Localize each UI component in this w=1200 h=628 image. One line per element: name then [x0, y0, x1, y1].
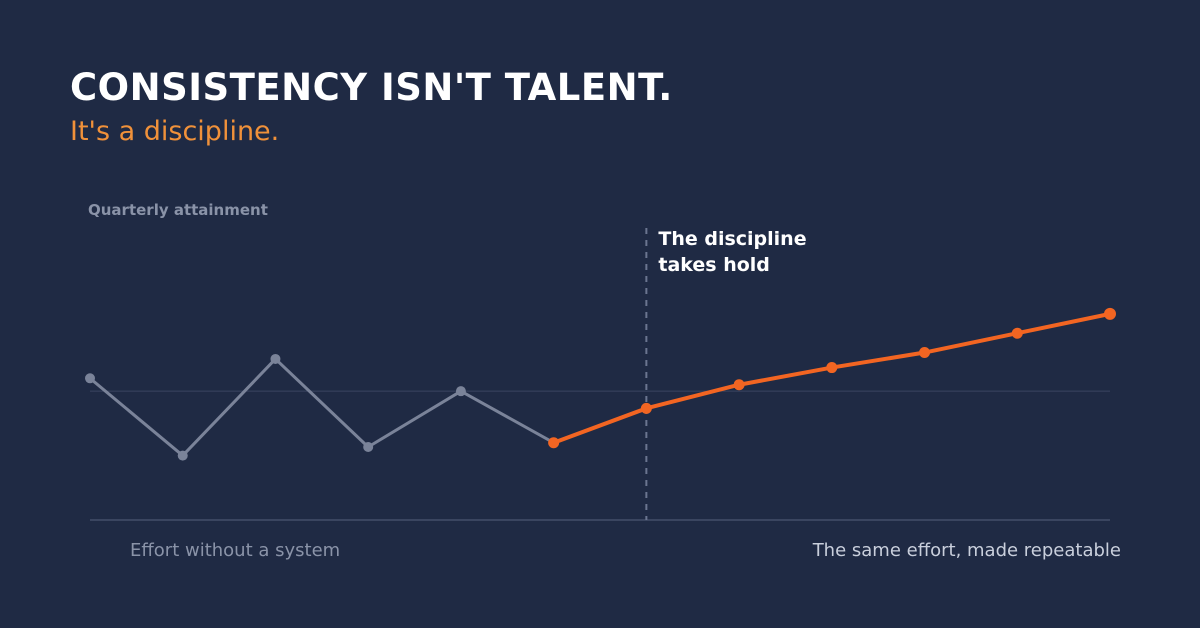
region-label-before: Effort without a system	[130, 540, 340, 561]
after-data-point	[548, 437, 560, 449]
before-data-point	[455, 386, 466, 397]
after-data-point	[1011, 327, 1023, 339]
before-data-point	[177, 450, 188, 461]
after-data-point	[640, 402, 652, 414]
y-axis-label: Quarterly attainment	[88, 201, 268, 219]
before-data-point	[270, 353, 281, 364]
after-series-line	[551, 311, 1112, 445]
before-data-point	[363, 442, 374, 452]
after-data-point	[733, 379, 745, 391]
after-data-point	[1104, 307, 1116, 320]
subheadline: It's a discipline.	[70, 116, 280, 147]
annotation-line: The discipline	[658, 228, 806, 250]
after-data-point	[919, 347, 931, 359]
before-data-point	[85, 373, 95, 384]
before-series-line	[88, 357, 556, 458]
annotation-line: takes hold	[658, 254, 770, 276]
after-data-point	[826, 362, 838, 374]
region-label-after: The same effort, made repeatable	[812, 540, 1121, 561]
annotation: The discipline takes hold	[658, 228, 806, 276]
headline: CONSISTENCY ISN'T TALENT.	[70, 66, 673, 109]
